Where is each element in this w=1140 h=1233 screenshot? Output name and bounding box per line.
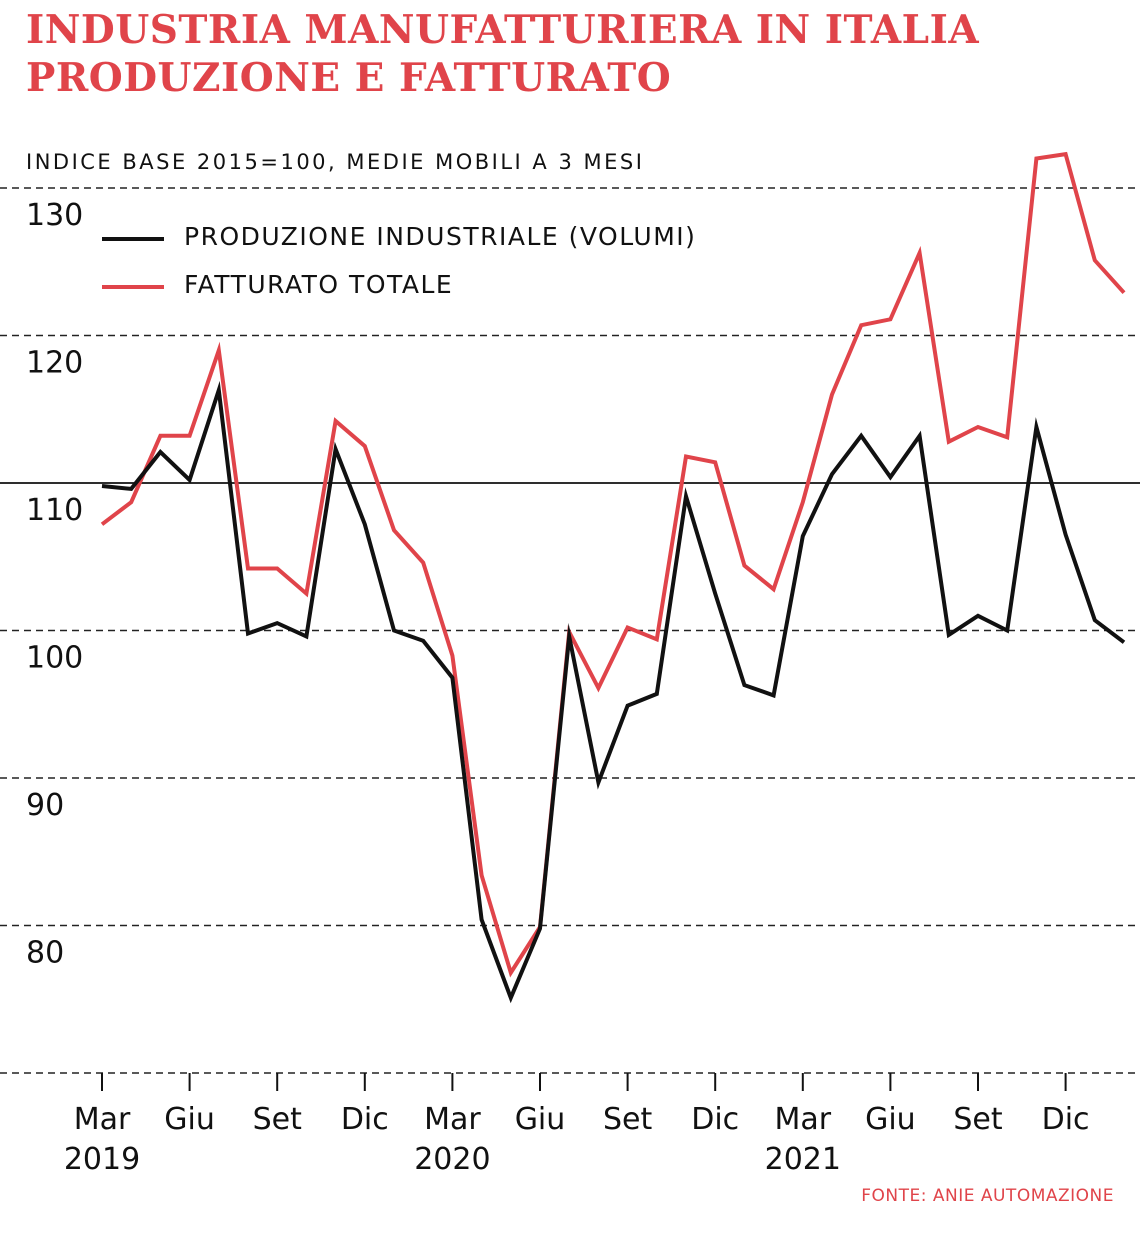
y-tick-label: 100: [26, 641, 83, 676]
legend-label-production: PRODUZIONE INDUSTRIALE (VOLUMI): [184, 222, 697, 251]
x-tick-label: Mar: [774, 1102, 831, 1137]
legend-swatch-turnover: [102, 285, 164, 289]
x-tick-label: Dic: [1042, 1102, 1090, 1137]
x-tick-year-label: 2021: [765, 1142, 841, 1177]
legend-label-turnover: FATTURATO TOTALE: [184, 270, 454, 299]
y-tick-label: 120: [26, 346, 83, 381]
y-tick-label: 110: [26, 493, 83, 528]
chart-title-line-1: INDUSTRIA MANUFATTURIERA IN ITALIA: [26, 7, 980, 53]
chart-title: INDUSTRIA MANUFATTURIERA IN ITALIA PRODU…: [26, 6, 979, 102]
series-line-production: [101, 380, 1126, 1004]
series-line-turnover: [100, 151, 1126, 978]
x-tick-label: Set: [253, 1102, 303, 1137]
x-tick-label: Set: [953, 1102, 1003, 1137]
chart-subtitle: INDICE BASE 2015=100, MEDIE MOBILI A 3 M…: [26, 150, 645, 174]
y-tick-label: 130: [26, 198, 83, 233]
chart-title-line-2: PRODUZIONE E FATTURATO: [26, 55, 672, 101]
x-tick-label: Giu: [515, 1102, 566, 1137]
x-tick-label: Dic: [691, 1102, 739, 1137]
x-tick-label: Mar: [74, 1102, 131, 1137]
y-tick-label: 80: [26, 936, 64, 971]
source-note: FONTE: ANIE AUTOMAZIONE: [861, 1186, 1114, 1206]
x-tick-label: Mar: [424, 1102, 481, 1137]
y-tick-label: 90: [26, 788, 64, 823]
x-tick-label: Giu: [164, 1102, 215, 1137]
x-tick-year-label: 2019: [64, 1142, 140, 1177]
x-tick-year-label: 2020: [414, 1142, 490, 1177]
x-tick-label: Dic: [341, 1102, 389, 1137]
legend-swatch-production: [102, 237, 164, 241]
x-tick-label: Giu: [865, 1102, 916, 1137]
x-tick-label: Set: [603, 1102, 653, 1137]
